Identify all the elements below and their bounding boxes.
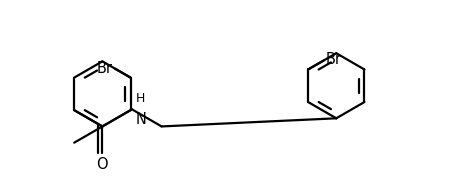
Text: Br: Br xyxy=(97,61,113,76)
Text: N: N xyxy=(136,112,147,127)
Text: H: H xyxy=(136,92,146,105)
Text: O: O xyxy=(96,157,108,172)
Text: Br: Br xyxy=(325,52,341,67)
